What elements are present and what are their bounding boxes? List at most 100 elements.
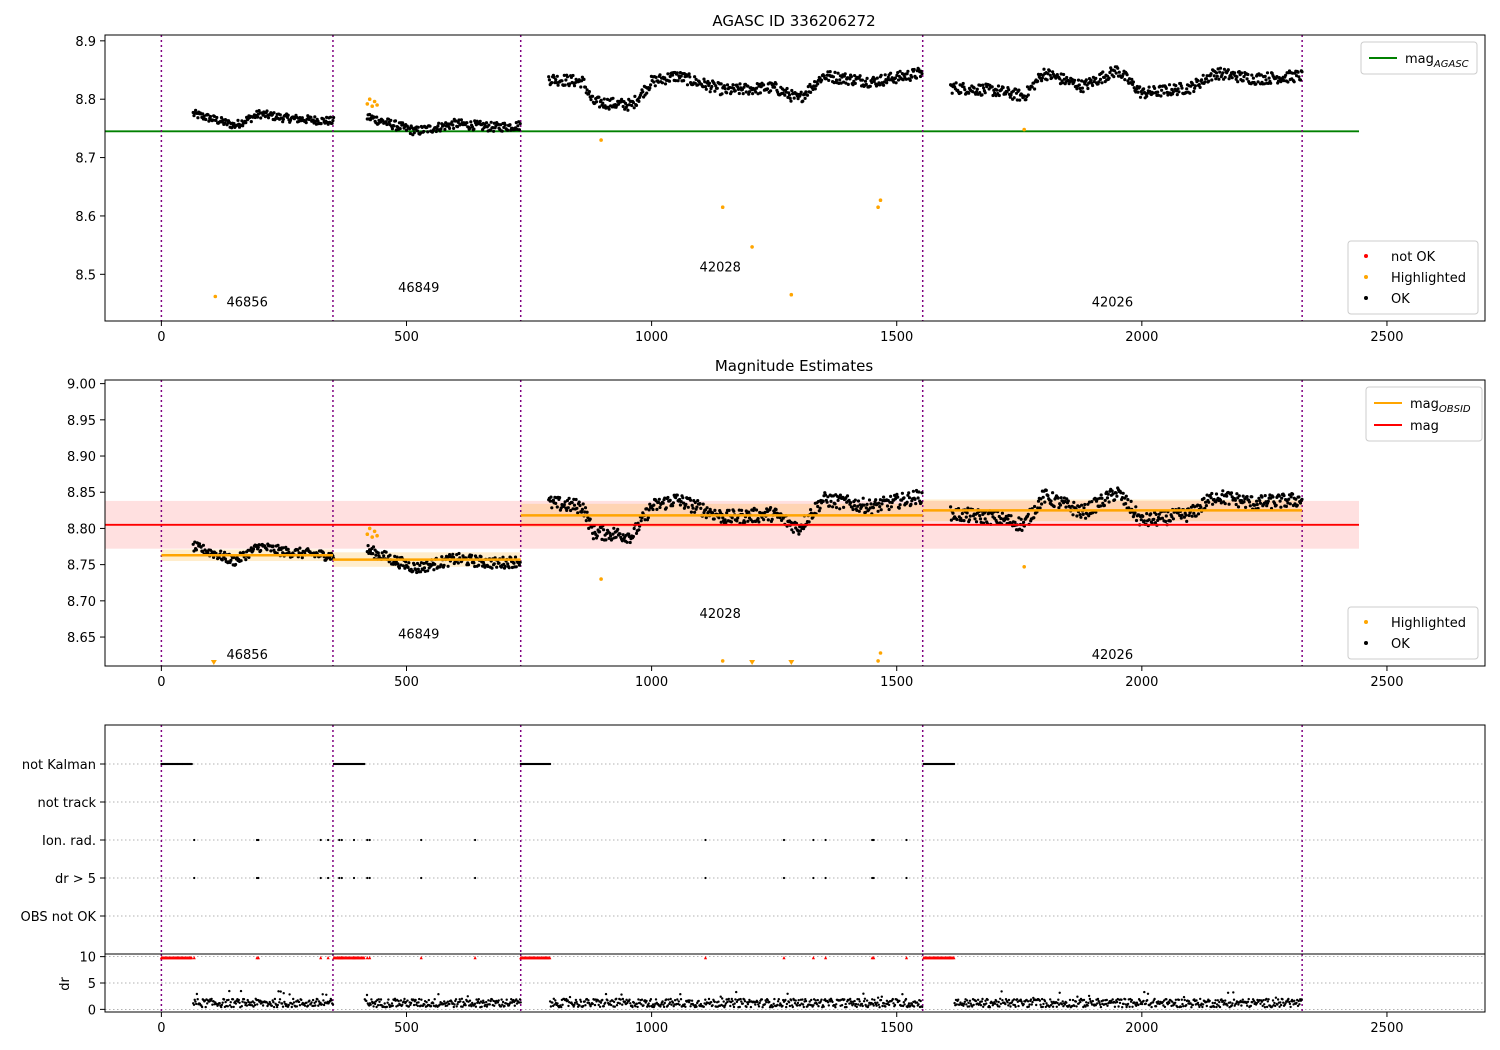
panel2-ok-point (1139, 518, 1143, 522)
panel1-ok-point (1263, 74, 1267, 78)
panel1-ok-point (719, 82, 723, 86)
panel1-obsid-label: 46849 (398, 281, 439, 296)
panel4-dr-point (613, 1005, 616, 1008)
panel4-dr-point (485, 1005, 489, 1008)
panel4-dr-point (468, 999, 472, 1002)
panel2-ok-point (645, 507, 649, 511)
panel4-clipped-marker (824, 956, 828, 960)
panel2-ok-point (845, 494, 850, 498)
panel4-dr-point (636, 1005, 639, 1009)
panel4-dr-point (303, 1004, 307, 1007)
panel2-ok-point (724, 520, 728, 525)
panel1-ok-point (728, 85, 732, 90)
panel1-ok-point (678, 71, 683, 75)
panel4-dr-point (578, 1004, 581, 1007)
panel1-ok-point (783, 93, 787, 97)
panel4-dr-point (237, 998, 240, 1002)
panel4-dr-point (221, 1001, 224, 1004)
panel1-ok-point (263, 115, 267, 119)
panel2-ok-point (416, 567, 420, 571)
panel4-dr-point (640, 1003, 643, 1006)
panel4-dr-point (232, 1005, 235, 1009)
panel4-dr-point (955, 1003, 958, 1006)
panel4-dr-point (1117, 1005, 1120, 1008)
panel1-ok-point (450, 120, 454, 124)
panel2-ok-point (719, 520, 723, 524)
panel2-ok-point (446, 564, 450, 568)
panel4-dr-point (690, 999, 694, 1002)
panel1-ok-point (404, 128, 409, 132)
panel4-dr-point (731, 999, 734, 1003)
panel2-ok-point (1124, 502, 1128, 506)
panel2-ok-point (576, 511, 580, 515)
panel1-ok-point (843, 72, 847, 76)
panel4-dr-point (1118, 1001, 1122, 1005)
panel4-dr-point (1265, 997, 1268, 1001)
panel4-dr-point (393, 997, 397, 1000)
panel4-dr-point (981, 997, 984, 1001)
panel4-dr-point (749, 1005, 753, 1009)
panel1-ok-point (443, 127, 447, 131)
panel2-ok-point (735, 519, 739, 523)
panel4-dr-point (667, 998, 670, 1001)
panel1-legend-point-label: Highlighted (1391, 271, 1466, 286)
panel4-dr-point (921, 1005, 924, 1009)
panel1-ok-point (281, 117, 285, 121)
panel4-clipped-marker (419, 956, 423, 960)
panel2-ok-point (888, 500, 892, 504)
panel1-ok-point (693, 75, 697, 79)
panel2-ok-point (1036, 506, 1040, 510)
panel4-dr-point (453, 1003, 456, 1006)
panel2-ok-point (507, 566, 511, 570)
panel1-ok-point (722, 84, 727, 88)
panel1-ok-point (1017, 88, 1021, 92)
panel2-ok-point (1084, 516, 1088, 520)
panel4-dr-point (957, 998, 960, 1001)
panel1-ok-point (1241, 79, 1245, 83)
panel3-flag-point (338, 838, 341, 842)
panel4-dr-point (1187, 1000, 1191, 1003)
panel4-dr-point (579, 998, 582, 1001)
panel2-ok-point (514, 565, 518, 569)
panel4-dr-point (1261, 1004, 1264, 1008)
panel4-dr-point (787, 1001, 791, 1004)
panel2-ok-point (191, 542, 195, 546)
panel2-ok-point (577, 500, 581, 504)
panel4-dr-point (1060, 1003, 1064, 1006)
panel4-dr-point (1281, 998, 1284, 1001)
panel4-clipped-marker (952, 956, 956, 960)
panel1-ok-point (1160, 88, 1164, 92)
panel1-ok-point (736, 87, 741, 91)
panel4-dr-point (1068, 1004, 1071, 1007)
panel4-dr-point (757, 1003, 760, 1006)
panel1-ok-point (499, 123, 503, 127)
panel2-ok-point (391, 562, 395, 566)
panel2-ok-point (1006, 517, 1010, 521)
panel1-ok-point (858, 74, 862, 78)
panel1-ok-point (393, 119, 398, 123)
panel1-ok-point (1040, 76, 1044, 80)
panel4-dr-point (1263, 1006, 1267, 1009)
panel4-dr-point (1231, 1002, 1234, 1005)
panel4-dr-point (245, 1004, 249, 1007)
panel4-dr-point (322, 1003, 326, 1007)
panel2-ok-point (232, 555, 236, 560)
panel4-dr-point (1071, 998, 1075, 1002)
panel4-dr-point (670, 1003, 673, 1006)
panel4-dr-point (1140, 1002, 1144, 1006)
panel4-dr-point (707, 997, 711, 1001)
panel2-ok-point (1033, 504, 1037, 509)
panel1-ok-point (385, 122, 389, 127)
panel2-ok-point (1205, 493, 1209, 497)
panel4-plot-area (105, 954, 1485, 1012)
panel4-dr-point (1045, 1002, 1048, 1005)
panel2-ok-point (1229, 491, 1234, 495)
panel2-ok-point (1058, 503, 1063, 507)
panel2-ok-point (567, 496, 571, 500)
panel4-dr-point (615, 1004, 619, 1007)
panel4-dr-point (1153, 997, 1156, 1001)
panel1-ok-point (192, 114, 196, 118)
panel4-dr-point (1158, 1002, 1161, 1006)
